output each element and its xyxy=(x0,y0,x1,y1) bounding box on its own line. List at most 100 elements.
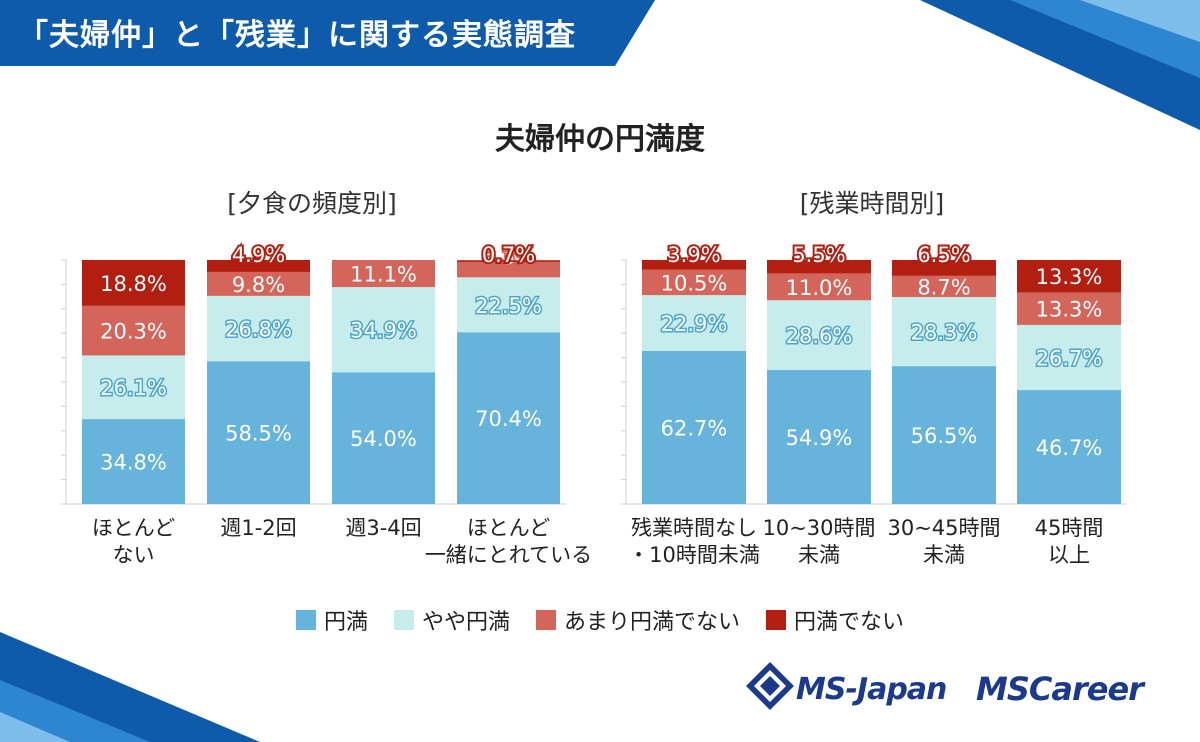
category-label: 週3-4回 xyxy=(345,516,421,540)
data-label-enman: 54.0% xyxy=(350,427,417,451)
bar-segment-amari xyxy=(457,261,560,278)
data-label-enman: 62.7% xyxy=(661,417,728,441)
ms-japan-logo: MS-Japan xyxy=(796,672,947,707)
bar-segment-yaya xyxy=(207,295,310,362)
bar-segment-fuman xyxy=(642,260,746,270)
bar-segment-yaya xyxy=(82,355,185,420)
bar-segment-amari xyxy=(642,269,746,296)
bar-segment-enman xyxy=(332,372,435,504)
bar-segment-enman xyxy=(892,366,996,504)
bar-segment-fuman xyxy=(892,260,996,276)
data-label-fuman: 13.3% xyxy=(1036,265,1103,289)
data-label-yaya: 26.7% xyxy=(1036,346,1103,370)
category-label: 30~45時間 xyxy=(887,516,1000,540)
bar-segment-enman xyxy=(82,419,185,504)
data-label-enman: 70.4% xyxy=(475,407,542,431)
bar-segment-yaya xyxy=(642,295,746,352)
data-label-amari: 20.3% xyxy=(100,320,167,344)
data-label-amari: 9.8% xyxy=(232,273,285,297)
data-label-enman: 46.7% xyxy=(1036,436,1103,460)
bar-segment-yaya xyxy=(457,277,560,333)
category-label: 未満 xyxy=(923,543,965,567)
category-label: ほとんど xyxy=(467,516,550,540)
category-label: 週1-2回 xyxy=(220,516,296,540)
bar-segment-amari xyxy=(767,273,871,301)
ms-career-logo: MSCareer xyxy=(976,670,1144,708)
bar-segment-fuman xyxy=(207,260,310,272)
bar-segment-fuman xyxy=(767,260,871,274)
data-label-yaya: 28.3% xyxy=(911,321,978,345)
legend: 円満 やや円満 あまり円満でない 円満でない xyxy=(0,604,1200,636)
category-label: ・10時間未満 xyxy=(628,543,760,567)
category-label: 10~30時間 xyxy=(762,516,875,540)
data-label-amari: 11.0% xyxy=(786,276,853,300)
header-title: 「夫婦仲」と「残業」に関する実態調査 xyxy=(18,18,576,53)
data-label-fuman: 18.8% xyxy=(100,272,167,296)
legend-item-fuman: 円満でない xyxy=(766,604,904,636)
bar-segment-amari xyxy=(332,260,435,288)
data-label-amari: 10.5% xyxy=(661,271,728,295)
legend-swatch-enman xyxy=(295,610,316,630)
bar-segment-yaya xyxy=(767,300,871,371)
data-label-fuman: 5.5% xyxy=(792,243,845,267)
data-label-enman: 54.9% xyxy=(786,426,853,450)
bar-segment-fuman xyxy=(1017,260,1121,293)
data-label-enman: 56.5% xyxy=(911,424,978,448)
legend-item-amari: あまり円満でない xyxy=(536,604,740,636)
data-label-yaya: 34.9% xyxy=(350,319,417,343)
legend-swatch-amari xyxy=(536,610,556,630)
legend-item-yaya: やや円満 xyxy=(393,604,510,636)
data-label-amari: 13.3% xyxy=(1036,298,1103,322)
data-label-yaya: 28.6% xyxy=(786,324,853,348)
category-label: 一緒にとれている xyxy=(425,543,592,567)
bar-segment-amari xyxy=(1017,292,1121,325)
data-label-amari: 6.3% xyxy=(482,245,535,269)
bar-segment-enman xyxy=(207,361,310,504)
data-label-fuman: 4.9% xyxy=(232,243,285,267)
data-label-enman: 58.5% xyxy=(225,422,292,446)
legend-swatch-yaya xyxy=(393,610,414,630)
bar-segment-amari xyxy=(892,275,996,298)
legend-label-enman: 円満 xyxy=(323,610,368,635)
category-label: ほとんど xyxy=(92,516,175,540)
data-label-amari: 8.7% xyxy=(917,275,970,299)
data-label-yaya: 22.5% xyxy=(475,294,542,318)
bar-segment-yaya xyxy=(892,297,996,367)
legend-swatch-fuman xyxy=(766,610,787,630)
main-title: 夫婦仲の円満度 xyxy=(495,122,705,157)
bottom-left-stripe-mid xyxy=(0,680,150,742)
data-label-amari: 11.1% xyxy=(350,263,417,287)
legend-label-amari: あまり円満でない xyxy=(564,610,741,635)
data-label-fuman: 6.5% xyxy=(917,243,970,267)
bottom-left-stripe-light xyxy=(0,712,70,742)
legend-label-yaya: やや円満 xyxy=(421,610,510,635)
data-label-yaya: 26.8% xyxy=(225,318,292,342)
bar-segment-enman xyxy=(642,351,746,504)
data-label-enman: 34.8% xyxy=(100,451,167,475)
bar-segment-fuman xyxy=(82,260,185,306)
header-band xyxy=(0,0,655,66)
legend-item-enman: 円満 xyxy=(295,604,368,636)
bar-segment-fuman xyxy=(457,260,560,262)
panel-title-dinner: [夕食の頻度別] xyxy=(227,189,397,218)
legend-label-fuman: 円満でない xyxy=(794,610,905,635)
data-label-fuman: 0.7% xyxy=(482,243,535,267)
data-label-yaya: 22.9% xyxy=(661,312,728,336)
bar-segment-yaya xyxy=(1017,324,1121,391)
bar-segment-enman xyxy=(767,370,871,504)
data-label-fuman: 3.9% xyxy=(667,243,720,267)
panel-title-overtime: [残業時間別] xyxy=(799,189,945,218)
data-label-yaya: 26.1% xyxy=(100,376,167,400)
category-label: 45時間 xyxy=(1035,516,1104,540)
category-label: 未満 xyxy=(798,543,840,567)
category-label: 以上 xyxy=(1048,543,1090,567)
ms-japan-logo-icon xyxy=(746,662,794,710)
bar-segment-yaya xyxy=(332,287,435,373)
bar-segment-enman xyxy=(1017,390,1121,504)
category-label: ない xyxy=(113,543,155,567)
top-right-stripe-light xyxy=(1080,0,1200,42)
bar-segment-amari xyxy=(207,271,310,296)
